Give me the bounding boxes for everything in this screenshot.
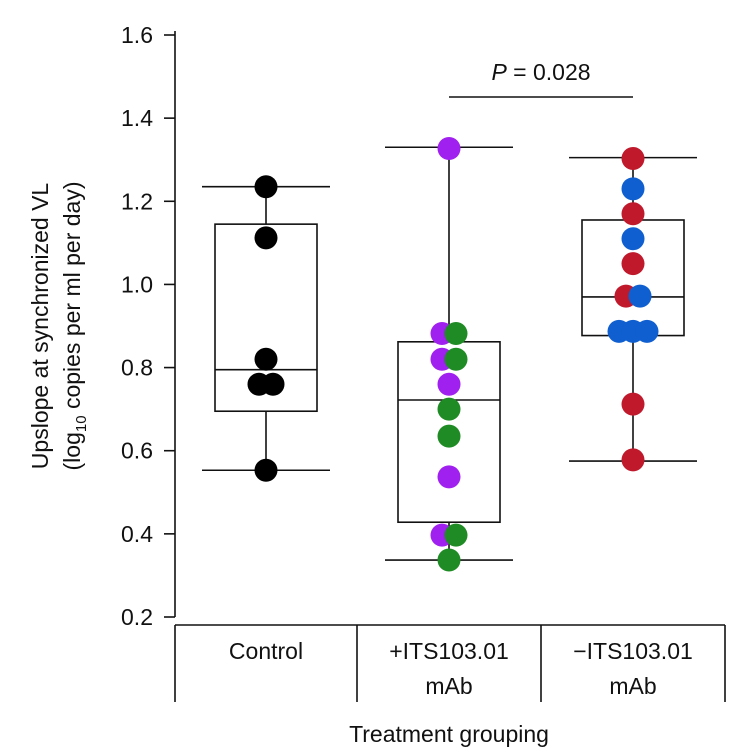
y-tick-label: 1.6: [121, 22, 153, 48]
y-tick-label: 0.2: [121, 604, 153, 630]
significance-annotation: P = 0.028: [449, 59, 633, 98]
y-tick-label: 0.8: [121, 355, 153, 381]
category-label: mAb: [609, 673, 656, 699]
data-point: [437, 424, 461, 448]
y-tick-label: 0.6: [121, 438, 153, 464]
axis-labels: Control +ITS103.01 mAb −ITS103.01 mAb Treatme…: [27, 182, 693, 747]
data-point: [621, 146, 645, 170]
y-axis-title-subscript: 10: [73, 415, 90, 432]
data-point: [437, 465, 461, 489]
data-point: [621, 448, 645, 472]
data-point: [261, 372, 285, 396]
data-point: [621, 177, 645, 201]
category-label: mAb: [425, 673, 472, 699]
data-point: [437, 136, 461, 160]
data-point: [444, 347, 468, 371]
x-axis-title: Treatment grouping: [349, 721, 549, 747]
data-point: [437, 372, 461, 396]
axes: 0.2 0.4 0.6 0.8 1.0 1.2 1.4 1.6: [121, 22, 726, 702]
data-point: [254, 175, 278, 199]
p-value: = 0.028: [507, 59, 591, 85]
data-point: [621, 227, 645, 251]
category-label: +ITS103.01: [389, 638, 509, 664]
y-axis-title-line1: Upslope at synchronized VL: [27, 183, 53, 470]
category-label: Control: [229, 638, 303, 664]
data-point: [628, 284, 652, 308]
data-point: [444, 321, 468, 345]
data-point: [444, 523, 468, 547]
data-point: [635, 319, 659, 343]
y-axis-title-part: (log: [59, 432, 85, 470]
data-point: [254, 347, 278, 371]
y-axis-title-part: copies per ml per day): [59, 182, 85, 416]
data-point: [437, 397, 461, 421]
y-axis-title-line2: (log10 copies per ml per day): [59, 182, 90, 471]
y-tick-label: 1.4: [121, 105, 153, 131]
y-tick-label: 1.0: [121, 271, 153, 297]
category-label: −ITS103.01: [573, 638, 693, 664]
data-point: [437, 548, 461, 572]
y-tick-label: 0.4: [121, 521, 153, 547]
y-tick-label: 1.2: [121, 188, 153, 214]
data-point: [254, 458, 278, 482]
data-points: [247, 136, 659, 572]
data-point: [621, 202, 645, 226]
data-point: [621, 252, 645, 276]
data-point: [254, 226, 278, 250]
p-symbol: P: [491, 59, 507, 85]
p-value-label: P = 0.028: [491, 59, 590, 85]
iqr-box: [214, 223, 318, 413]
data-point: [621, 392, 645, 416]
